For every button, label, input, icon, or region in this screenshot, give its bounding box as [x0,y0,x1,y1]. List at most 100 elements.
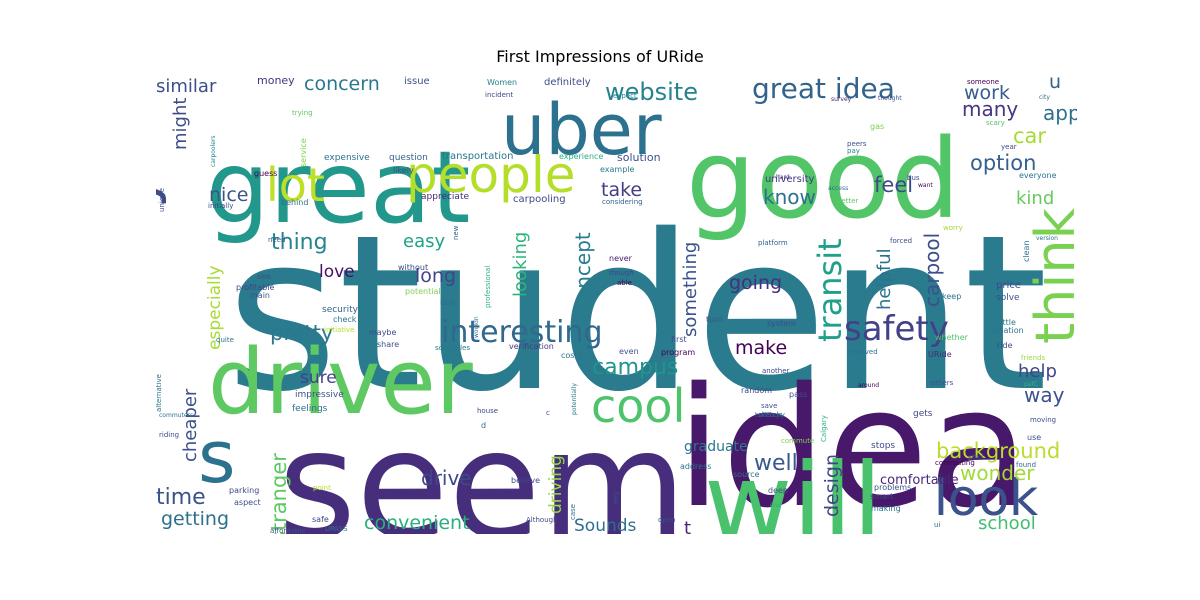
cloud-word: driving [546,455,566,514]
cloud-word: version [1036,235,1058,242]
cloud-word: university [765,174,815,185]
cloud-word: little [998,318,1016,327]
cloud-word: location [992,326,1024,335]
cloud-word: especially [205,265,225,350]
cloud-word: really [156,174,168,334]
cloud-word: others [931,379,954,387]
cloud-word: definitely [544,77,591,88]
cloud-word: though [609,269,634,277]
cloud-word: car [1013,124,1046,148]
cloud-word: buildings [755,412,782,419]
cloud-word: unique [158,188,166,212]
cloud-word: share [377,340,399,349]
cloud-word: similar [156,76,217,97]
cloud-word: believe [511,476,540,485]
cloud-word: look [934,469,1038,527]
cloud-word: know [763,185,816,209]
cloud-word: comfortable [880,473,959,488]
cloud-word: deep [768,486,788,495]
cloud-word: likely [393,166,414,175]
cloud-word: behind [281,198,308,207]
cloud-word: found [1016,461,1036,469]
cloud-word: nice [209,184,248,206]
cloud-word: problems [874,483,911,492]
cloud-word: wouldn [473,316,480,338]
cloud-word: d [481,421,486,430]
cloud-word: well [754,451,798,476]
cloud-word: security [322,305,359,315]
cloud-word: thought [878,95,902,102]
cloud-word: app [1043,101,1077,125]
cloud-word: aspect [234,498,261,507]
cloud-word: stops [871,441,895,451]
cloud-word: initially [208,202,233,210]
cloud-word: incident [485,91,513,99]
cloud-word: peers [847,140,867,148]
cloud-word: service [299,138,308,167]
cloud-word: maybe [369,328,397,337]
cloud-word: UPASS [325,525,348,533]
cloud-word: many [962,97,1018,121]
cloud-word: platform [758,239,788,247]
cloud-word: ui [934,521,940,529]
cloud-word: professional [484,266,492,308]
cloud-word: star [968,453,984,462]
cloud-word: pass [789,390,807,399]
cloud-word: schedules [435,344,470,352]
cloud-word: ride [997,341,1013,350]
cloud-word: affordable [270,527,306,534]
cloud-word: school [978,513,1036,534]
cloud-word: alternative [156,374,163,412]
cloud-word: question [389,153,428,163]
cloud-word: year [1001,143,1017,151]
cloud-word: initiative [324,326,354,334]
cloud-word: around [858,382,879,389]
cloud-word: commute [781,437,814,445]
cloud-word: might [170,98,191,150]
cloud-word: going [729,272,782,294]
cloud-word: idea [676,352,1029,534]
cloud-word: solve [996,293,1020,303]
cloud-word: system [767,319,796,328]
cloud-word: pafC [1024,381,1038,388]
cloud-word: trying [292,109,313,117]
cloud-word: parking [229,486,259,495]
cloud-word: make [735,337,787,359]
cloud-word: something [680,242,701,337]
cloud-word: guess [254,169,277,178]
cloud-word: city [1039,94,1050,101]
cloud-word: even [619,347,639,356]
cloud-word: gas [870,122,884,131]
cloud-word: new [452,225,460,240]
cloud-word: hard [776,174,790,181]
cloud-word: helpful [874,248,895,310]
word-cloud: student idea seem good great driver will uber lo… [156,72,1077,534]
cloud-word: smart [870,492,893,501]
cloud-word: website [605,78,698,106]
cloud-word: getting [161,508,229,530]
cloud-word: Sounds [574,516,637,534]
cloud-word: check [333,315,357,324]
cloud-word: love [319,262,355,282]
cloud-word: concern [304,73,380,95]
cloud-word: lot [266,158,325,212]
cloud-word: expensive [324,153,370,163]
cloud-word: clean [1022,240,1031,262]
cloud-word: appreciate [421,192,469,202]
cloud-word: need [268,236,286,244]
cloud-word: c [546,409,550,417]
cloud-word: safe [312,515,329,524]
cloud-word: built [440,299,456,307]
cloud-word: end [770,502,781,509]
cloud-word: option [970,151,1036,175]
cloud-word: gets [913,409,933,419]
cloud-word: work [964,82,1010,104]
cloud-word: case [569,504,577,520]
cloud-word: campus [592,355,678,380]
cloud-word: graduate [684,439,748,455]
cloud-word: kind [1016,188,1054,209]
cloud-word: carpoolers [210,135,217,167]
cloud-word: everyone [1019,171,1057,180]
cloud-word: turn [706,315,722,324]
cloud-word: able [617,279,632,287]
